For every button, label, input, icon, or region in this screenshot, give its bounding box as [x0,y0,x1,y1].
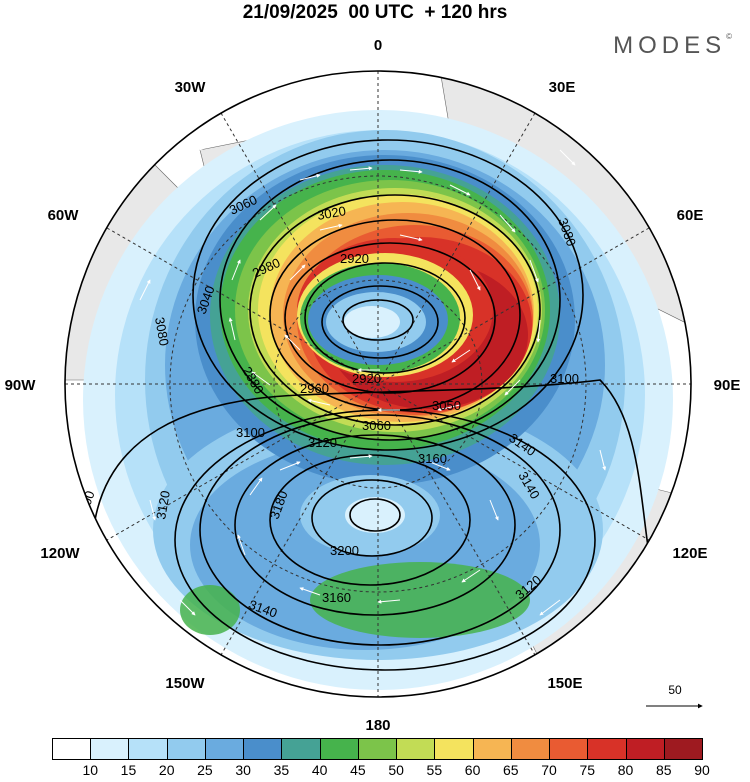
lon-label-150w: 150W [165,675,205,692]
legend-bin [510,738,551,760]
brand-logo: MODES© [613,32,732,60]
legend-bin [90,738,130,760]
contour-label: 3100 [236,425,265,440]
lon-label-90w: 90W [5,377,37,394]
shade-15-inner [344,306,400,338]
lon-label-90e: 90E [714,377,741,394]
legend-tick-label: 65 [503,762,519,778]
legend-tick-label: 15 [120,762,137,778]
legend-bin [587,738,627,760]
legend-bin [166,738,206,760]
contour-label: 3200 [330,543,359,558]
color-legend [52,738,703,760]
legend-tick-label: 10 [82,762,99,778]
contour-label: 3020 [316,203,347,223]
contour-label: 3160 [418,451,447,466]
contour-label: 3160 [322,590,351,605]
lon-label-60w: 60W [48,207,80,224]
contour-label: 2920 [352,371,381,386]
legend-tick-label: 25 [197,762,213,778]
lon-label-60e: 60E [677,207,704,224]
legend-bin [434,738,474,760]
contour-label: 3120 [308,435,337,450]
legend-bin [663,738,703,760]
longitude-labels: 0 30E 60E 90E 120E 150E 180 150W 120W 90… [5,37,741,734]
legend-bin [319,738,359,760]
brand-name: MODES [613,32,727,59]
shade-south-inner-15 [345,497,405,533]
legend-ticks: 10 15 20 25 30 35 40 45 50 55 60 65 70 75 80 85 90 [52,762,709,780]
shade-south-green [310,562,530,638]
legend-tick-label: 90 [694,762,710,778]
lon-label-30e: 30E [549,79,576,96]
legend-tick-label: 40 [311,762,328,778]
legend-tick-label: 80 [617,762,634,778]
legend-bin [549,738,589,760]
wind-vectors [139,139,607,616]
reference-vector-label: 50 [668,683,682,697]
lon-label-180: 180 [365,717,390,734]
contour-label: 3120 [153,489,173,520]
legend-bin [281,738,321,760]
lon-label-120e: 120E [672,545,707,562]
legend-tick-label: 50 [388,762,404,778]
contour-label: 2920 [340,251,369,266]
map-title: 21/09/2025 00 UTC + 120 hrs [242,2,508,23]
legend-bin [625,738,665,760]
legend-tick-label: 35 [273,762,290,778]
legend-tick-label: 75 [579,762,596,778]
map-area: 3060 3020 3080 2980 2920 3040 3080 2880 … [65,71,691,697]
contour-label: 3080 [152,316,172,347]
legend-bin [243,738,283,760]
legend-tick-label: 60 [464,762,481,778]
copyright-mark: © [726,32,732,41]
legend-bin [204,738,245,760]
contour-label: 3050 [432,398,461,413]
contour-label: 3100 [550,371,579,386]
legend-bin [357,738,398,760]
legend-bin [396,738,436,760]
map-boundary [64,70,692,698]
legend-bin [128,738,168,760]
legend-tick-label: 70 [541,762,557,778]
lon-label-0: 0 [374,37,382,54]
reference-vector: 50 [646,683,703,709]
legend-tick-label: 20 [158,762,175,778]
legend-tick-label: 30 [235,762,251,778]
legend-bin [52,738,92,760]
lon-label-30w: 30W [175,79,207,96]
contour-label: 3060 [362,418,391,433]
legend-tick-label: 85 [655,762,672,778]
lon-label-120w: 120W [40,545,80,562]
legend-tick-label: 45 [350,762,366,778]
legend-bin [472,738,512,760]
lon-label-150e: 150E [547,675,582,692]
contour-label: 2960 [300,381,329,396]
shade-south-green-w [180,585,240,635]
legend-tick-label: 55 [426,762,443,778]
